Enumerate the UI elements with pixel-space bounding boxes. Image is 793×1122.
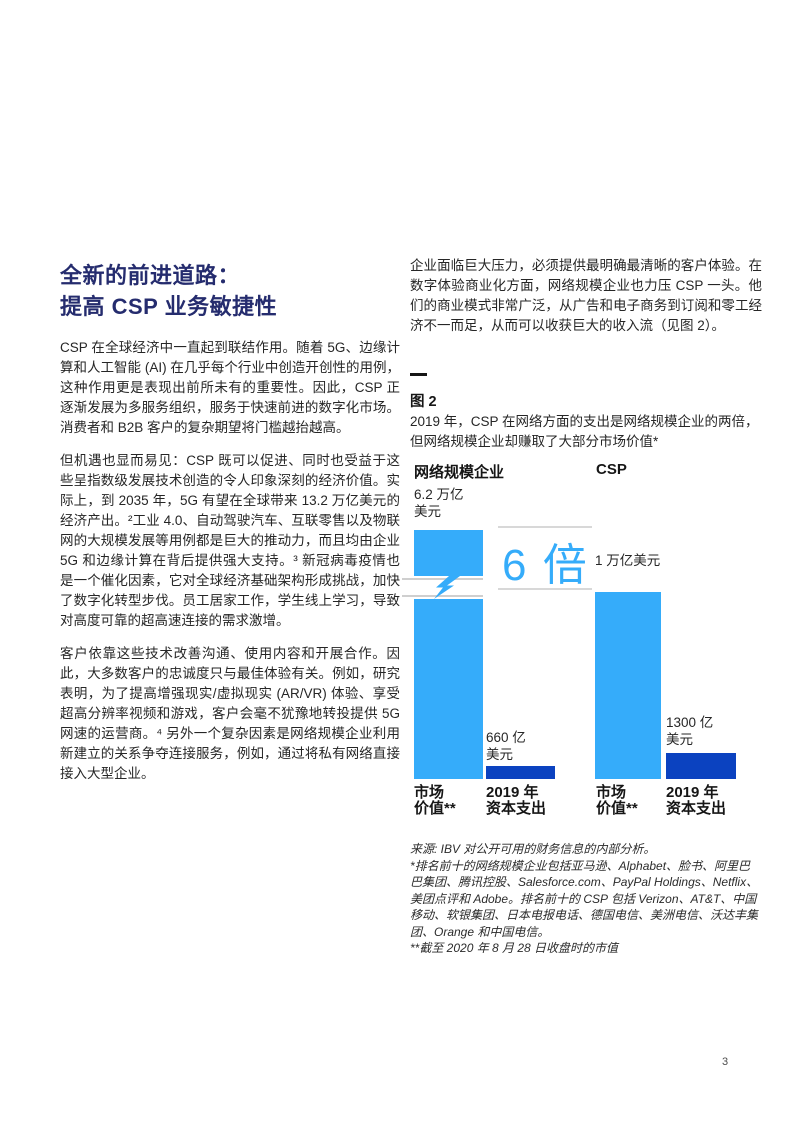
csp-capex-label: 1300 亿 美元 <box>666 715 714 747</box>
csp-market-value-label: 1 万亿美元 <box>595 553 661 568</box>
source-line: **截至 2020 年 8 月 28 日收盘时的市值 <box>410 941 619 955</box>
left-column: 全新的前进道路： 提高 CSP 业务敏捷性 CSP 在全球经济中一直起到联结作用… <box>60 260 400 797</box>
webscale-market-value-bar <box>414 530 483 779</box>
webscale-capex-axis-label: 2019 年 资本支出 <box>486 784 547 817</box>
csp-capex-bar <box>666 753 736 779</box>
figure-source-note: 来源: IBV 对公开可用的财务信息的内部分析。 *排名前十的网络规模企业包括亚… <box>410 841 758 957</box>
csp-market-axis-label: 市场 价值** <box>596 784 638 817</box>
right-intro-paragraph: 企业面临巨大压力，必须提供最明确最清晰的客户体验。在数字体验商业化方面，网络规模… <box>410 258 762 333</box>
csp-market-value-bar <box>595 592 661 779</box>
left-paragraph-1: CSP 在全球经济中一直起到联结作用。随着 5G、边缘计算和人工智能 (AI) … <box>60 340 400 435</box>
break-line-top <box>402 578 483 580</box>
figure-caption: 2019 年，CSP 在网络方面的支出是网络规模企业的两倍，但网络规模企业却赚取… <box>410 414 759 449</box>
left-paragraph-2: 但机遇也显而易见：CSP 既可以促进、同时也受益于这些呈指数级发展技术创造的令人… <box>60 453 400 628</box>
source-line: *排名前十的网络规模企业包括亚马逊、Alphabet、脸书、阿里巴 <box>410 858 751 873</box>
webscale-market-value-label: 6.2 万亿 美元 <box>414 487 464 519</box>
webscale-capex-label: 660 亿 美元 <box>486 730 526 762</box>
source-line: 美团点评和 Adobe。排名前十的 CSP 包括 Verizon、AT&T、中国 <box>410 891 757 906</box>
figure-label: 图 2 <box>410 394 437 410</box>
break-line-bottom <box>402 595 483 597</box>
section-heading-line1: 全新的前进道路： <box>60 263 241 288</box>
figure-dash <box>410 373 427 376</box>
figure-2-chart: 网络规模企业 CSP 6.2 万亿 美元 6 倍 1 万亿美元 660 亿 美元… <box>402 455 772 835</box>
section-heading-line2: 提高 CSP 业务敏捷性 <box>60 294 278 319</box>
webscale-group-header: 网络规模企业 <box>414 464 505 481</box>
csp-capex-axis-label: 2019 年 资本支出 <box>666 784 727 817</box>
section-heading: 全新的前进道路： 提高 CSP 业务敏捷性 <box>60 260 400 322</box>
multiplier-rule-top <box>498 526 592 528</box>
source-line: 团、Orange 和中国电信。 <box>410 924 550 939</box>
source-line: 巴集团、腾讯控股、Salesforce.com、PayPal Holdings、… <box>410 875 759 889</box>
multiplier-rule-bottom <box>498 588 592 590</box>
page-number: 3 <box>722 1056 729 1068</box>
multiplier-text: 6 倍 <box>502 541 589 590</box>
bar-break-icon <box>402 576 483 599</box>
webscale-market-axis-label: 市场 价值** <box>414 784 456 817</box>
source-line: 来源: IBV 对公开可用的财务信息的内部分析。 <box>410 842 656 856</box>
webscale-capex-bar <box>486 766 555 779</box>
left-paragraph-3: 客户依靠这些技术改善沟通、使用内容和开展合作。因此，大多数客户的忠诚度只与最佳体… <box>60 646 400 781</box>
source-line: 移动、软银集团、日本电报电话、德国电信、美洲电信、沃达丰集 <box>410 908 759 922</box>
lightning-break-glyph <box>434 576 460 599</box>
csp-group-header: CSP <box>596 461 627 478</box>
